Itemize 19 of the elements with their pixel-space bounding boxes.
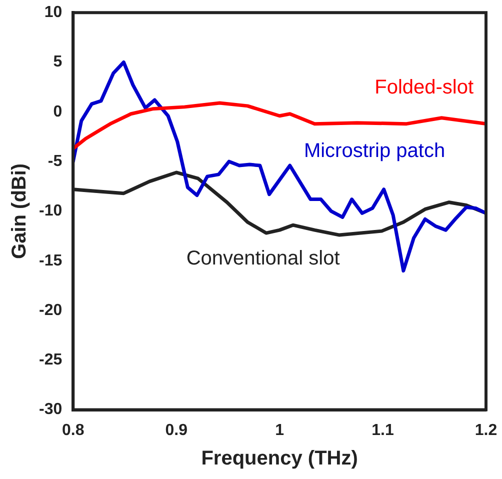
y-tick-label: -25 bbox=[39, 352, 62, 369]
y-tick-label: -10 bbox=[39, 202, 62, 220]
y-tick-label: -5 bbox=[48, 152, 62, 170]
x-tick-label: 1.2 bbox=[474, 422, 498, 439]
x-tick-label: 1.1 bbox=[372, 422, 394, 439]
y-tick-label: -30 bbox=[39, 401, 62, 418]
y-axis-title: Gain (dBi) bbox=[8, 163, 31, 259]
series-label: Microstrip patch bbox=[304, 140, 446, 162]
x-tick-label: 1 bbox=[275, 422, 284, 439]
x-tick-label: 0.8 bbox=[62, 422, 84, 439]
series-label: Folded-slot bbox=[374, 76, 474, 99]
y-tick-label: 0 bbox=[53, 103, 62, 120]
y-tick-label: -20 bbox=[39, 302, 62, 319]
y-tick-label: 5 bbox=[53, 54, 62, 71]
y-tick-label: 10 bbox=[44, 4, 62, 22]
y-tick-label: -15 bbox=[39, 252, 62, 270]
x-tick-label: 0.9 bbox=[165, 422, 188, 439]
x-axis-title: Frequency (THz) bbox=[201, 448, 358, 470]
series-label: Conventional slot bbox=[186, 247, 340, 270]
